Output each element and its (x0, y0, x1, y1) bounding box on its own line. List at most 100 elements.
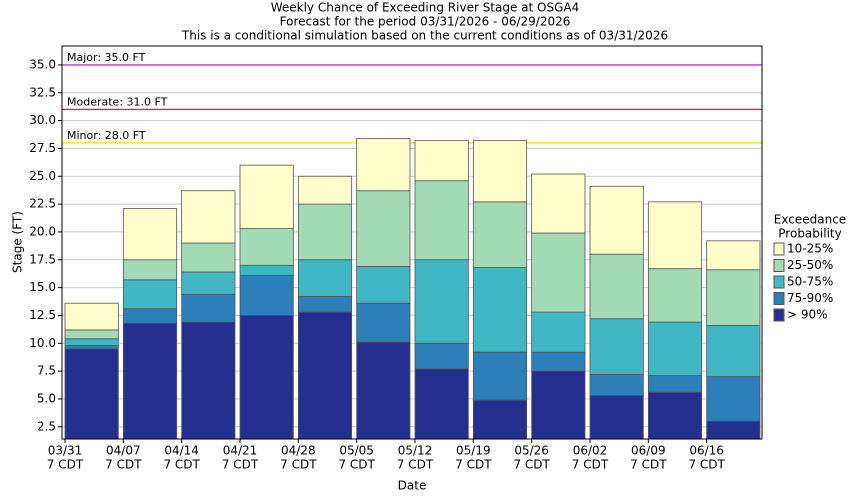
bar-segment (647, 268, 703, 323)
bar-segment (472, 267, 528, 353)
x-tick-sublabel: 7 CDT (163, 458, 200, 472)
bar-segment (181, 293, 236, 323)
legend-label: 10-25% (787, 242, 833, 256)
legend-swatch (773, 275, 785, 289)
x-tick-label: 04/07 (106, 444, 141, 458)
x-tick-label: 03/31 (48, 444, 83, 458)
y-tick-label: 10.0 (29, 336, 56, 350)
bar-segment (706, 376, 761, 422)
bar-segment (239, 228, 294, 266)
x-tick-sublabel: 7 CDT (688, 458, 725, 472)
bar-segment (414, 342, 469, 370)
y-tick-label: 15.0 (29, 280, 56, 294)
threshold-label: Minor: 28.0 FT (67, 129, 146, 142)
x-tick-label: 06/09 (631, 444, 666, 458)
bar-segment (356, 341, 411, 440)
bar-segment (122, 208, 178, 261)
bar-segment (64, 329, 119, 340)
y-tick-label: 32.5 (29, 85, 56, 99)
bar-segment (297, 259, 353, 297)
bar-segment (647, 201, 703, 270)
x-tick-sublabel: 7 CDT (397, 458, 434, 472)
x-tick-label: 04/21 (223, 444, 258, 458)
bar-segment (589, 253, 644, 320)
legend-title: Exceedance (774, 213, 846, 227)
x-tick-sublabel: 7 CDT (572, 458, 609, 472)
x-tick-sublabel: 7 CDT (338, 458, 375, 472)
bar-segment (589, 185, 644, 255)
legend-swatch (773, 259, 785, 272)
y-tick-label: 12.5 (29, 308, 56, 322)
bar-segment (181, 271, 236, 295)
bar-segment (414, 140, 469, 182)
legend-label: > 90% (787, 308, 828, 322)
bar-segment (122, 279, 178, 310)
bar-segment (64, 345, 119, 350)
x-tick-label: 05/19 (456, 444, 491, 458)
chart-subtitle: Forecast for the period 03/31/2026 - 06/… (280, 15, 571, 29)
bar-segment (414, 259, 469, 344)
x-tick-sublabel: 7 CDT (105, 458, 142, 472)
y-tick-label: 7.5 (37, 364, 56, 378)
bar-segment (64, 348, 119, 440)
bar-segment (122, 308, 178, 324)
legend-swatch (773, 242, 785, 256)
bar-segment (472, 351, 528, 401)
bar-segment (531, 311, 586, 353)
threshold-label: Major: 35.0 FT (67, 51, 146, 64)
x-tick-label: 06/02 (573, 444, 608, 458)
y-tick-label: 27.5 (29, 141, 56, 155)
bar-segment (472, 399, 528, 440)
x-tick-sublabel: 7 CDT (455, 458, 492, 472)
bar-segment (239, 274, 294, 316)
bar-segment (297, 311, 353, 440)
bar-segment (472, 201, 528, 268)
chart-subtitle: This is a conditional simulation based o… (181, 29, 668, 43)
bar-segment (531, 370, 586, 440)
x-tick-sublabel: 7 CDT (222, 458, 259, 472)
bar-segment (122, 259, 178, 281)
bar-segment (356, 266, 411, 304)
bar-segment (706, 420, 761, 440)
threshold-label: Moderate: 31.0 FT (67, 95, 168, 108)
y-tick-label: 22.5 (29, 197, 56, 211)
bar-segment (589, 395, 644, 440)
bar-segment (414, 180, 469, 261)
bar-segment (531, 232, 586, 313)
x-tick-label: 04/14 (164, 444, 199, 458)
y-tick-label: 25.0 (29, 169, 56, 183)
bar-segment (181, 321, 236, 440)
bar-segment (531, 351, 586, 372)
bar-segment (472, 140, 528, 203)
y-tick-label: 35.0 (29, 57, 56, 71)
y-tick-label: 5.0 (37, 391, 56, 405)
bar-segment (239, 264, 294, 276)
x-axis-label: Date (398, 479, 427, 493)
y-axis-label: Stage (FT) (11, 211, 25, 273)
bar-segment (356, 138, 411, 192)
bar-segment (297, 296, 353, 313)
bar-segment (181, 242, 236, 273)
bar-segment (239, 315, 294, 440)
y-tick-label: 17.5 (29, 252, 56, 266)
x-tick-label: 04/28 (281, 444, 316, 458)
chart-title: Weekly Chance of Exceeding River Stage a… (271, 1, 580, 15)
legend-swatch (773, 292, 785, 305)
bar-segment (239, 164, 294, 229)
bar-segment (122, 322, 178, 440)
y-tick-label: 2.5 (37, 419, 56, 433)
plot-area (61, 45, 763, 440)
legend-label: 25-50% (787, 258, 833, 272)
bar-segment (647, 375, 703, 393)
bar-segment (647, 321, 703, 376)
legend-label: 50-75% (787, 275, 833, 289)
x-tick-label: 05/12 (398, 444, 433, 458)
x-tick-sublabel: 7 CDT (280, 458, 317, 472)
bar-segment (589, 374, 644, 396)
x-tick-label: 05/26 (514, 444, 549, 458)
bar-segment (647, 391, 703, 440)
bar-segment (706, 269, 761, 326)
y-tick-label: 20.0 (29, 224, 56, 238)
legend-title: Probability (778, 227, 841, 241)
